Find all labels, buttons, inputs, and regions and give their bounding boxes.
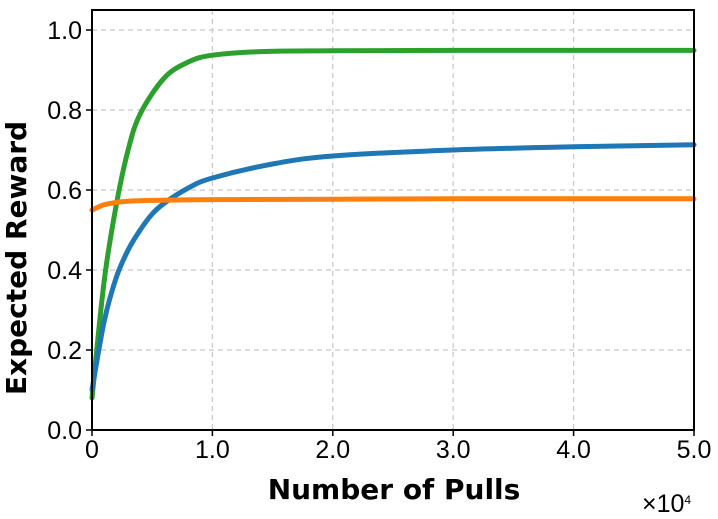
series-line-2 <box>89 142 697 393</box>
x-axis-multiplier-exponent: 4 <box>684 493 691 507</box>
x-tick-label: 1.0 <box>195 436 230 464</box>
y-tick-label: 0.0 <box>47 417 82 445</box>
x-tick-label: 3.0 <box>436 436 471 464</box>
y-tick-label: 0.4 <box>47 257 82 285</box>
x-tick-label: 0 <box>85 436 99 464</box>
y-tick-label: 0.8 <box>47 97 82 125</box>
x-axis-ticks: 0 1.0 2.0 3.0 4.0 5.0 <box>85 430 711 464</box>
x-axis-multiplier-base: ×10 <box>642 490 684 518</box>
x-axis-title: Number of Pulls <box>268 473 521 506</box>
grid <box>92 10 694 430</box>
plot-frame <box>91 9 695 431</box>
y-tick-label: 0.2 <box>47 337 82 365</box>
x-tick-label: 5.0 <box>677 436 712 464</box>
x-axis-multiplier: ×104 <box>642 490 691 518</box>
y-axis-title: Expected Reward <box>0 121 33 395</box>
x-tick-label: 2.0 <box>315 436 350 464</box>
series-layer <box>89 47 697 401</box>
x-tick-label: 4.0 <box>556 436 591 464</box>
y-tick-label: 0.6 <box>47 177 82 205</box>
series-line-1 <box>89 47 697 401</box>
series-line-3 <box>89 196 697 213</box>
y-axis-ticks: 0.0 0.2 0.4 0.6 0.8 1.0 <box>47 17 92 445</box>
y-tick-label: 1.0 <box>47 17 82 45</box>
